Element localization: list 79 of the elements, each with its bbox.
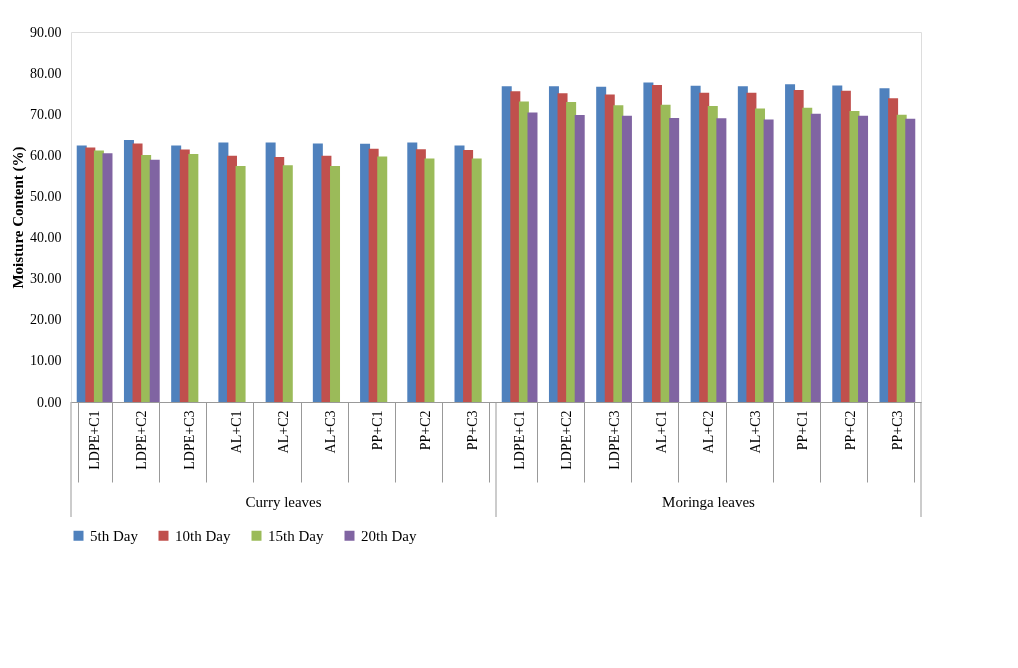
x-tick-label: AL+C1	[653, 410, 669, 454]
y-tick-label: 0.00	[37, 394, 62, 410]
bar	[858, 115, 869, 402]
x-tick-label: LDPE+C3	[181, 410, 197, 470]
x-tick-label: PP+C3	[464, 410, 480, 451]
legend-label: 15th Day	[268, 527, 324, 544]
x-tick-label: PP+C1	[370, 410, 386, 451]
y-tick-label: 90.00	[30, 24, 62, 40]
bar	[849, 110, 860, 402]
bar	[746, 92, 757, 402]
bar	[188, 154, 199, 402]
bar	[274, 156, 285, 402]
y-tick-label: 80.00	[30, 65, 62, 81]
legend-label: 5th Day	[90, 527, 139, 544]
x-tick-label: AL+C2	[701, 410, 716, 454]
x-tick-label: LDPE+C1	[87, 410, 103, 470]
bar	[832, 85, 843, 402]
bar	[171, 145, 182, 402]
bar	[621, 115, 632, 402]
bar	[669, 117, 680, 402]
bar	[548, 86, 559, 402]
y-axis-title: Moisture Content (%)	[10, 146, 27, 289]
bar	[282, 165, 293, 402]
legend-label: 20th Day	[361, 527, 417, 544]
bar	[218, 142, 229, 402]
bar	[226, 155, 237, 402]
x-tick-label: LDPE+C1	[512, 410, 528, 470]
bar	[716, 118, 727, 402]
bar	[424, 158, 435, 402]
bar	[651, 85, 662, 402]
y-tick-label: 70.00	[30, 106, 62, 122]
y-tick-label: 40.00	[30, 230, 62, 246]
y-tick-label: 10.00	[30, 353, 62, 369]
bar	[596, 86, 607, 402]
bar	[699, 92, 710, 402]
bar	[102, 153, 113, 402]
x-tick-label: AL+C3	[748, 410, 764, 454]
x-tick-label: LDPE+C2	[134, 410, 150, 470]
x-tick-label: AL+C3	[323, 410, 339, 454]
bar	[785, 84, 796, 402]
y-tick-label: 50.00	[30, 188, 62, 204]
bar	[407, 142, 418, 402]
bar	[527, 112, 538, 402]
bar	[235, 166, 246, 402]
bar	[321, 155, 332, 402]
text: Moringa leaves	[662, 494, 756, 510]
y-tick-label: 20.00	[30, 312, 62, 328]
bar	[471, 158, 482, 402]
bar	[330, 166, 341, 402]
text: Curry leaves	[245, 494, 322, 510]
bar	[463, 149, 474, 402]
bar	[810, 113, 821, 402]
x-tick-label: PP+C3	[889, 410, 905, 451]
bar	[574, 115, 585, 402]
bar	[755, 108, 766, 402]
bar	[510, 91, 521, 402]
bar	[888, 98, 899, 402]
x-tick-label: AL+C1	[228, 410, 244, 454]
bar	[566, 101, 577, 402]
bar	[149, 159, 160, 402]
bar	[643, 82, 654, 402]
legend-label: 10th Day	[175, 527, 231, 544]
x-tick-label: PP+C1	[795, 410, 811, 451]
y-tick-label: 60.00	[30, 147, 62, 163]
bar	[905, 118, 916, 402]
x-tick-label: LDPE+C3	[606, 410, 622, 470]
x-tick-label: PP+C2	[842, 410, 858, 451]
bar	[763, 119, 774, 402]
bar	[802, 107, 813, 402]
bar	[85, 147, 96, 402]
bar	[360, 143, 371, 402]
bar	[123, 140, 134, 402]
bar	[613, 105, 624, 402]
bar	[377, 156, 388, 402]
bar	[141, 154, 152, 402]
x-tick-label: LDPE+C2	[559, 410, 575, 470]
x-tick-label: PP+C2	[417, 410, 433, 451]
y-tick-label: 30.00	[30, 271, 62, 287]
x-tick-label: AL+C2	[276, 410, 291, 454]
